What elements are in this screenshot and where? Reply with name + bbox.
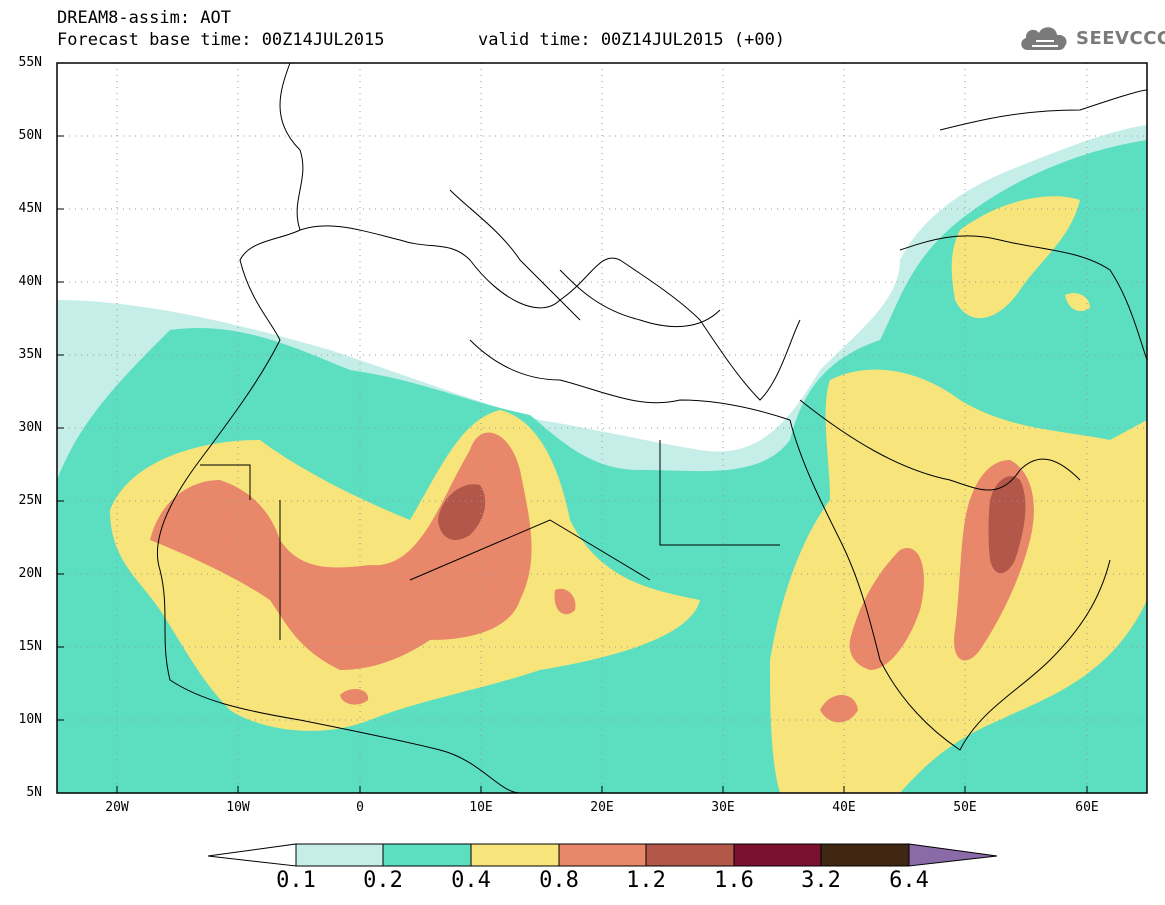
colorbar-label: 6.4	[889, 868, 929, 893]
lat-label: 55N	[18, 55, 42, 70]
lat-label: 10N	[18, 712, 42, 727]
lat-label: 45N	[18, 201, 42, 216]
colorbar-label: 0.4	[451, 868, 491, 893]
colorbar-label: 0.2	[363, 868, 403, 893]
coastlines	[156, 63, 1147, 793]
lon-label: 0	[356, 800, 364, 815]
lat-label: 35N	[18, 347, 42, 362]
colorbar-label: 1.6	[714, 868, 754, 893]
lon-label: 40E	[832, 800, 856, 815]
lat-label: 20N	[18, 566, 42, 581]
lon-label: 60E	[1075, 800, 1099, 815]
map-title: DREAM8-assim: AOT	[57, 8, 231, 28]
lon-label: 50E	[953, 800, 977, 815]
lat-label: 5N	[26, 785, 42, 800]
colorbar-label: 1.2	[626, 868, 666, 893]
tick-marks	[57, 135, 1088, 793]
logo-text: SEEVCCC	[1076, 27, 1165, 49]
seevccc-logo: SEEVCCC	[1018, 24, 1165, 52]
lat-label: 25N	[18, 493, 42, 508]
lon-label: 30E	[711, 800, 735, 815]
colorbar-label: 0.8	[539, 868, 579, 893]
aot-level-1.2	[438, 476, 1026, 574]
valid-time: valid time: 00Z14JUL2015 (+00)	[478, 30, 786, 50]
lat-label: 50N	[18, 128, 42, 143]
lon-label: 20W	[105, 800, 129, 815]
lat-label: 30N	[18, 420, 42, 435]
lon-label: 20E	[590, 800, 614, 815]
lat-label: 15N	[18, 639, 42, 654]
lon-label: 10E	[469, 800, 493, 815]
colorbar-label: 3.2	[801, 868, 841, 893]
colorbar-label: 0.1	[276, 868, 316, 893]
aot-field	[57, 125, 1147, 793]
lon-label: 10W	[226, 800, 250, 815]
lat-label: 40N	[18, 274, 42, 289]
cloud-icon	[1021, 27, 1067, 50]
forecast-base-time: Forecast base time: 00Z14JUL2015	[57, 30, 385, 50]
